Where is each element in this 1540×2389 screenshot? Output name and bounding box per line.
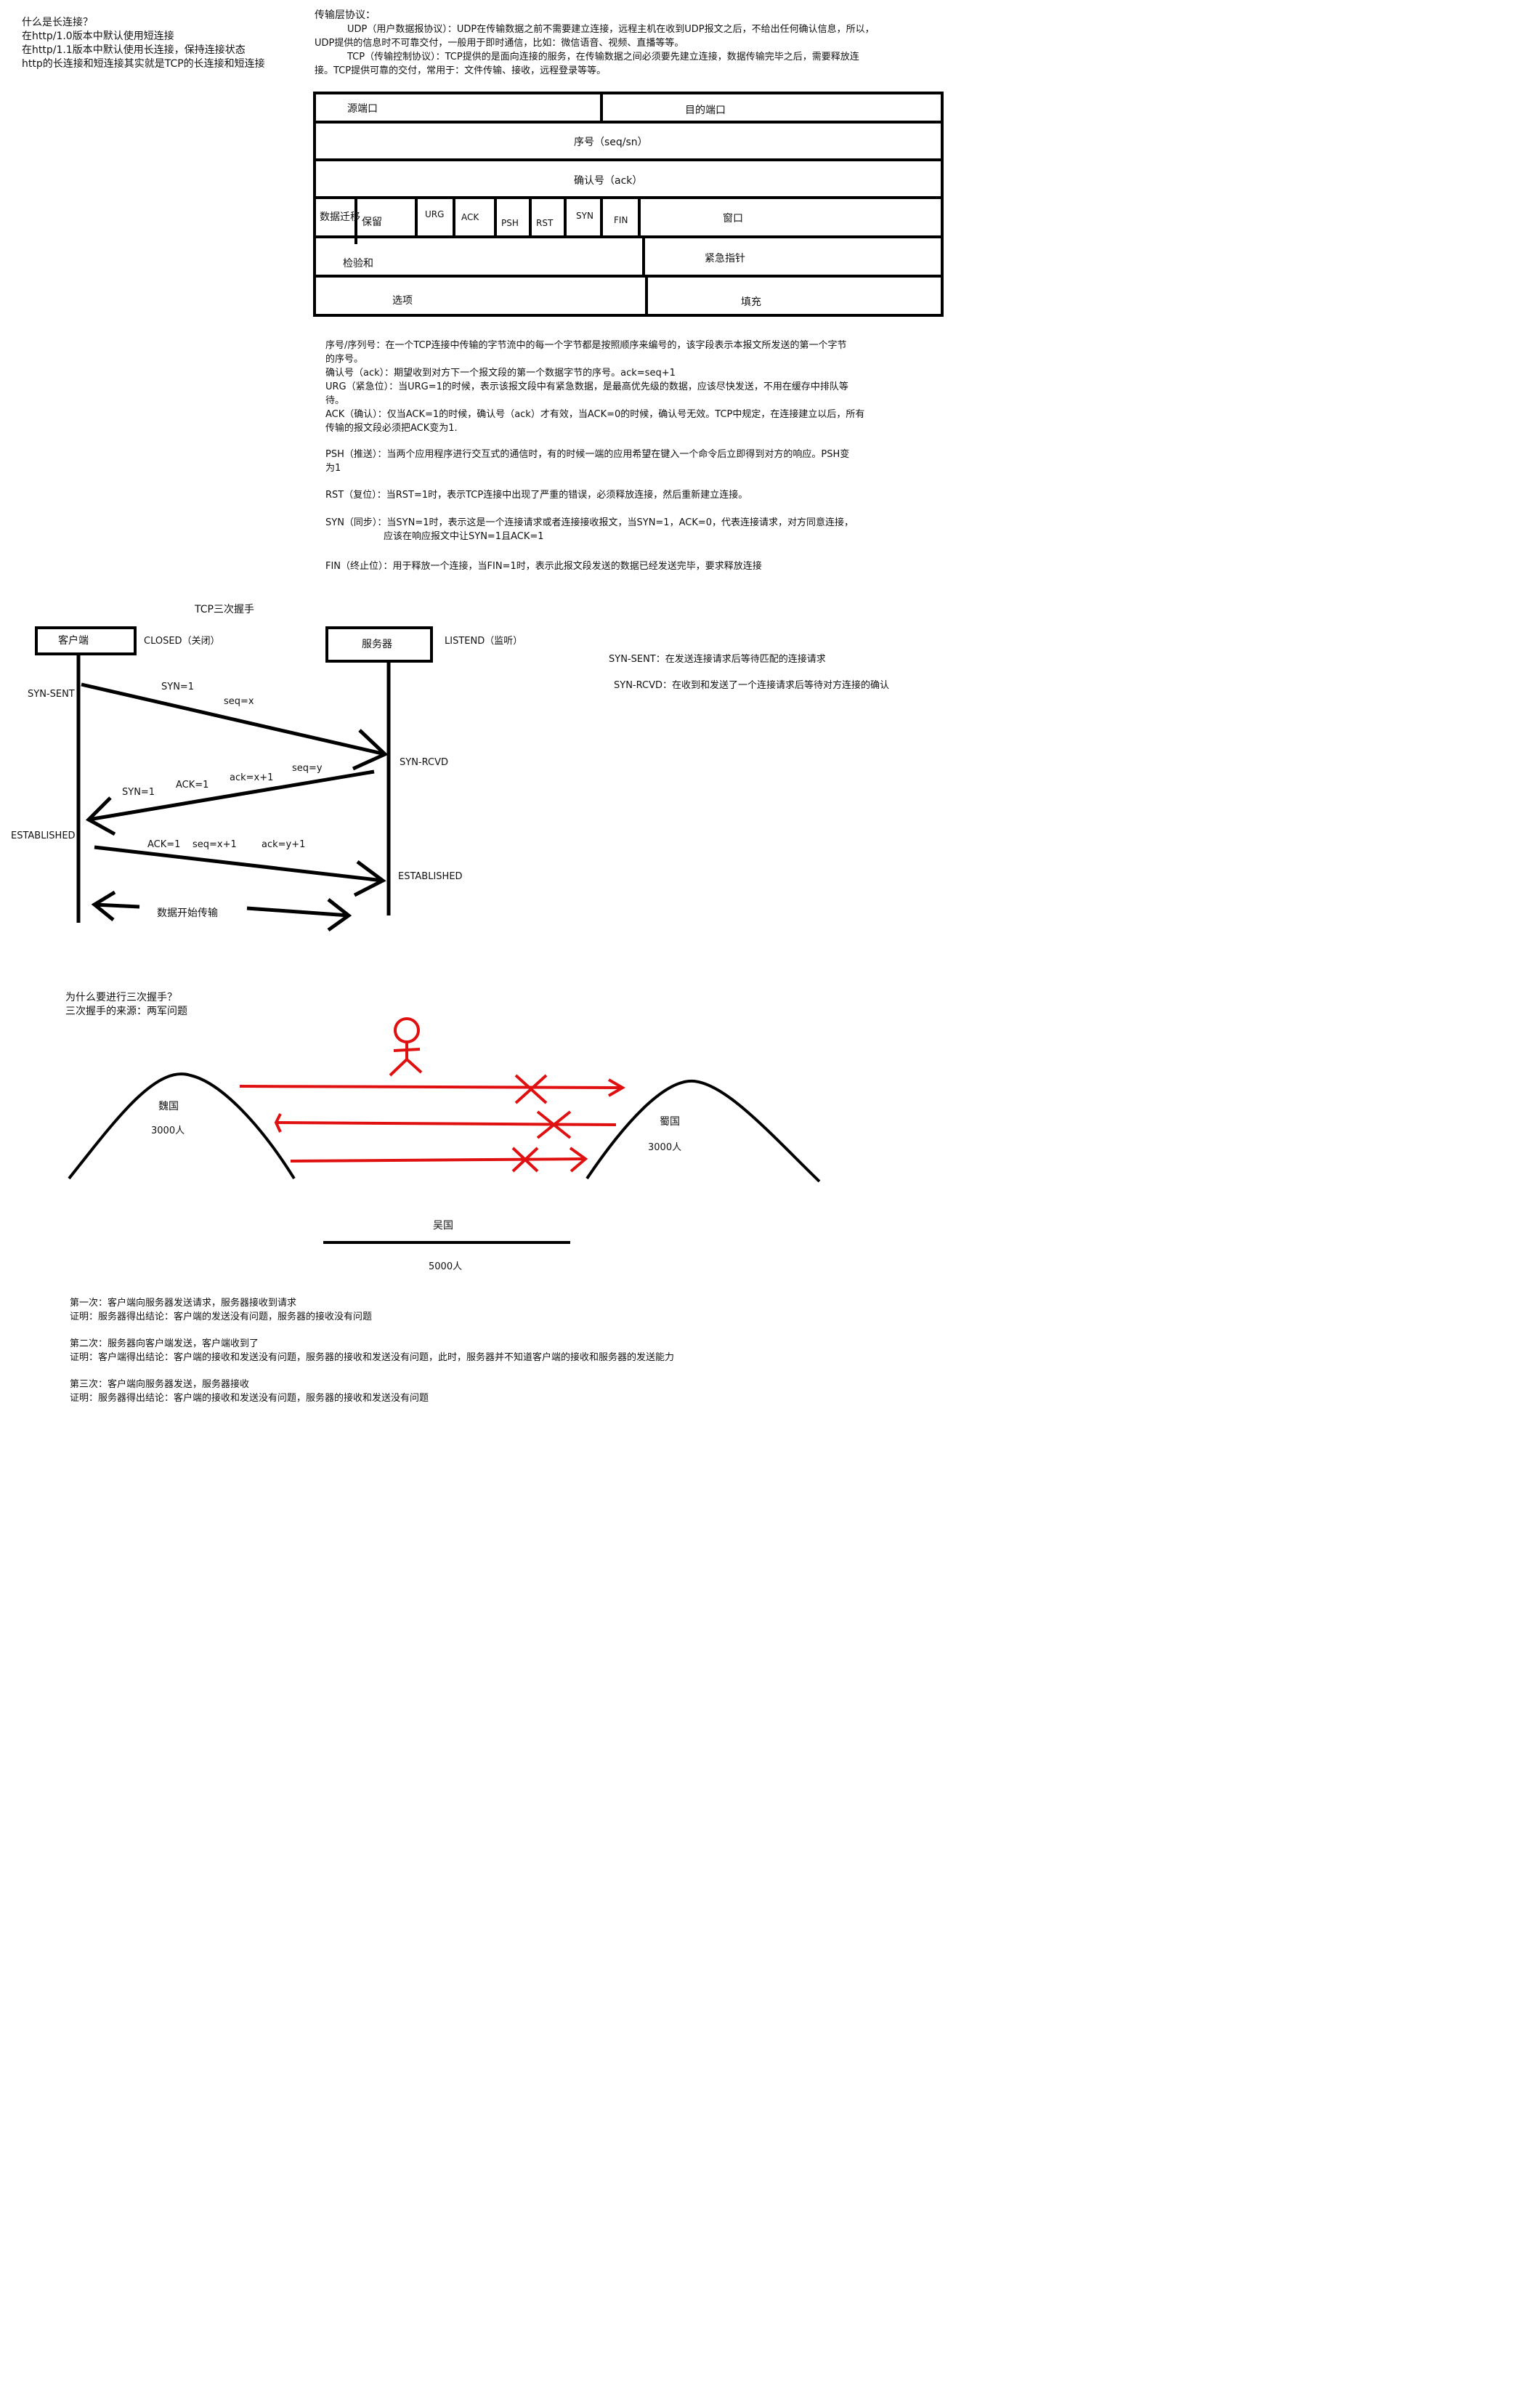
data-arrow-left <box>94 902 140 909</box>
data-arrow-right <box>246 906 349 918</box>
field-urg-1: URG（紧急位）：当URG=1的时候，表示该报文段中有紧急数据，是最高优先级的数… <box>325 381 848 392</box>
ack-arrow <box>94 845 384 883</box>
header-flag-psh: PSH <box>501 218 519 228</box>
header-flag-syn: SYN <box>576 211 593 221</box>
wei-mountain <box>68 1072 296 1180</box>
tcp-line-2: 接。TCP提供可靠的交付，常用于：文件传输、接收，远程登录等等。 <box>315 65 607 76</box>
header-flag-urg: URG <box>425 209 445 219</box>
udp-line-2: UDP提供的信息时不可靠交付，一般用于即时通信，比如：微信语音、视频、直播等等。 <box>315 38 684 49</box>
client-closed-state: CLOSED（关闭） <box>144 636 220 647</box>
msg2-ack-flag: ACK=1 <box>176 780 209 791</box>
long-connection-line-3: http的长连接和短连接其实就是TCP的长连接和短连接 <box>22 58 265 70</box>
data-transfer-label: 数据开始传输 <box>157 908 218 919</box>
handshake-title: TCP三次握手 <box>195 604 254 615</box>
header-ack-number: 确认号（ack） <box>574 175 643 187</box>
client-syn-sent-state: SYN-SENT <box>28 689 75 700</box>
header-dest-port: 目的端口 <box>685 105 726 116</box>
failed-messages <box>239 1074 625 1173</box>
shu-count: 3000人 <box>648 1142 682 1153</box>
shu-mountain <box>585 1079 821 1183</box>
header-sequence: 序号（seq/sn） <box>574 137 648 148</box>
field-psh-1: PSH（推送）：当两个应用程序进行交互式的通信时，有的时候一端的应用希望在键入一… <box>325 449 850 460</box>
server-syn-rcvd-state: SYN-RCVD <box>400 757 448 768</box>
two-armies-diagram <box>68 1017 821 1244</box>
server-label: 服务器 <box>362 639 392 650</box>
step-1-proof: 证明：服务器得出结论：客户端的发送没有问题，服务器的接收没有问题 <box>70 1311 373 1322</box>
field-fin: FIN（终止位）：用于释放一个连接，当FIN=1时，表示此报文段发送的数据已经发… <box>325 561 762 572</box>
msg1-syn: SYN=1 <box>161 682 195 692</box>
msg3-ack-number: ack=y+1 <box>262 839 306 850</box>
step-3-proof: 证明：服务器得出结论：客户端的接收和发送没有问题，服务器的接收和发送没有问题 <box>70 1393 429 1404</box>
field-psh-2: 为1 <box>325 463 341 474</box>
udp-line-1: UDP（用户数据报协议）：UDP在传输数据之前不需要建立连接，远程主机在收到UD… <box>347 24 875 35</box>
msg3-ack-flag: ACK=1 <box>147 839 181 850</box>
wei-label: 魏国 <box>158 1101 179 1112</box>
msg2-ack-number: ack=x+1 <box>230 772 274 783</box>
step-3: 第三次：客户端向服务器发送，服务器接收 <box>70 1379 250 1390</box>
client-box <box>35 626 137 655</box>
field-ackflag-1: ACK（确认）：仅当ACK=1的时候，确认号（ack）才有效，当ACK=0的时候… <box>325 409 865 420</box>
header-flag-ack: ACK <box>461 212 479 222</box>
long-connection-question: 什么是长连接？ <box>22 17 93 28</box>
step-1: 第一次：客户端向服务器发送请求，服务器接收到请求 <box>70 1298 297 1309</box>
msg2-seq: seq=y <box>292 763 323 774</box>
tcp-header-table <box>313 92 944 317</box>
wei-count: 3000人 <box>151 1125 185 1136</box>
step-2: 第二次：服务器向客户端发送，客户端收到了 <box>70 1338 259 1349</box>
field-syn-2: 应该在响应报文中让SYN=1且ACK=1 <box>384 531 544 542</box>
field-urg-2: 待。 <box>325 395 345 406</box>
client-established-state: ESTABLISHED <box>11 830 76 841</box>
server-listen-state: LISTEND（监听） <box>445 636 523 647</box>
server-established-state: ESTABLISHED <box>398 871 463 882</box>
client-label: 客户端 <box>58 635 89 647</box>
why-question: 为什么要进行三次握手？ <box>65 992 177 1003</box>
long-connection-line-2: 在http/1.1版本中默认使用长连接，保持连接状态 <box>22 44 246 56</box>
header-window: 窗口 <box>723 213 743 225</box>
tcp-line-1: TCP（传输控制协议）：TCP提供的是面向连接的服务，在传输数据之间必须要先建立… <box>347 52 859 62</box>
wu-label: 吴国 <box>433 1220 453 1232</box>
long-connection-line-1: 在http/1.0版本中默认使用短连接 <box>22 31 174 42</box>
transport-title: 传输层协议： <box>315 9 376 21</box>
step-2-proof: 证明：客户端得出结论：客户端的接收和发送没有问题，服务器的接收和发送没有问题，此… <box>70 1352 675 1363</box>
syn-arrow <box>81 682 386 756</box>
header-checksum: 检验和 <box>343 258 373 270</box>
msg3-seq: seq=x+1 <box>192 839 237 850</box>
field-syn-1: SYN（同步）：当SYN=1时，表示这是一个连接请求或者连接接收报文，当SYN=… <box>325 517 854 528</box>
field-rst: RST（复位）：当RST=1时，表示TCP连接中出现了严重的错误，必须释放连接，… <box>325 490 748 501</box>
header-flag-fin: FIN <box>614 215 628 225</box>
server-box <box>325 626 433 663</box>
header-padding: 填充 <box>741 296 761 308</box>
header-options: 选项 <box>392 295 413 307</box>
header-urgent-pointer: 紧急指针 <box>705 253 745 264</box>
msg2-syn-flag: SYN=1 <box>122 787 155 798</box>
messenger-figure <box>389 1017 423 1077</box>
header-reserved: 保留 <box>362 217 382 228</box>
field-ack: 确认号（ack）：期望收到对方下一个报文段的第一个数据字节的序号。ack=seq… <box>325 368 676 379</box>
field-seq-1: 序号/序列号：在一个TCP连接中传输的字节流中的每一个字节都是按照顺序来编号的，… <box>325 340 847 351</box>
header-source-port: 源端口 <box>347 103 378 115</box>
syn-sent-definition: SYN-SENT：在发送连接请求后等待匹配的连接请求 <box>609 654 826 665</box>
header-data-offset: 数据迁移 <box>320 211 360 223</box>
msg1-seq: seq=x <box>224 696 254 707</box>
handshake-diagram <box>35 626 433 932</box>
field-ackflag-2: 传输的报文段必须把ACK变为1. <box>325 423 458 434</box>
header-flag-rst: RST <box>536 218 554 228</box>
syn-rcvd-definition: SYN-RCVD：在收到和发送了一个连接请求后等待对方连接的确认 <box>614 680 889 691</box>
shu-label: 蜀国 <box>660 1116 680 1128</box>
why-origin: 三次握手的来源：两军问题 <box>65 1006 187 1017</box>
wu-count: 5000人 <box>429 1261 463 1272</box>
syn-ack-arrow <box>88 769 375 822</box>
field-seq-2: 的序号。 <box>325 354 364 365</box>
